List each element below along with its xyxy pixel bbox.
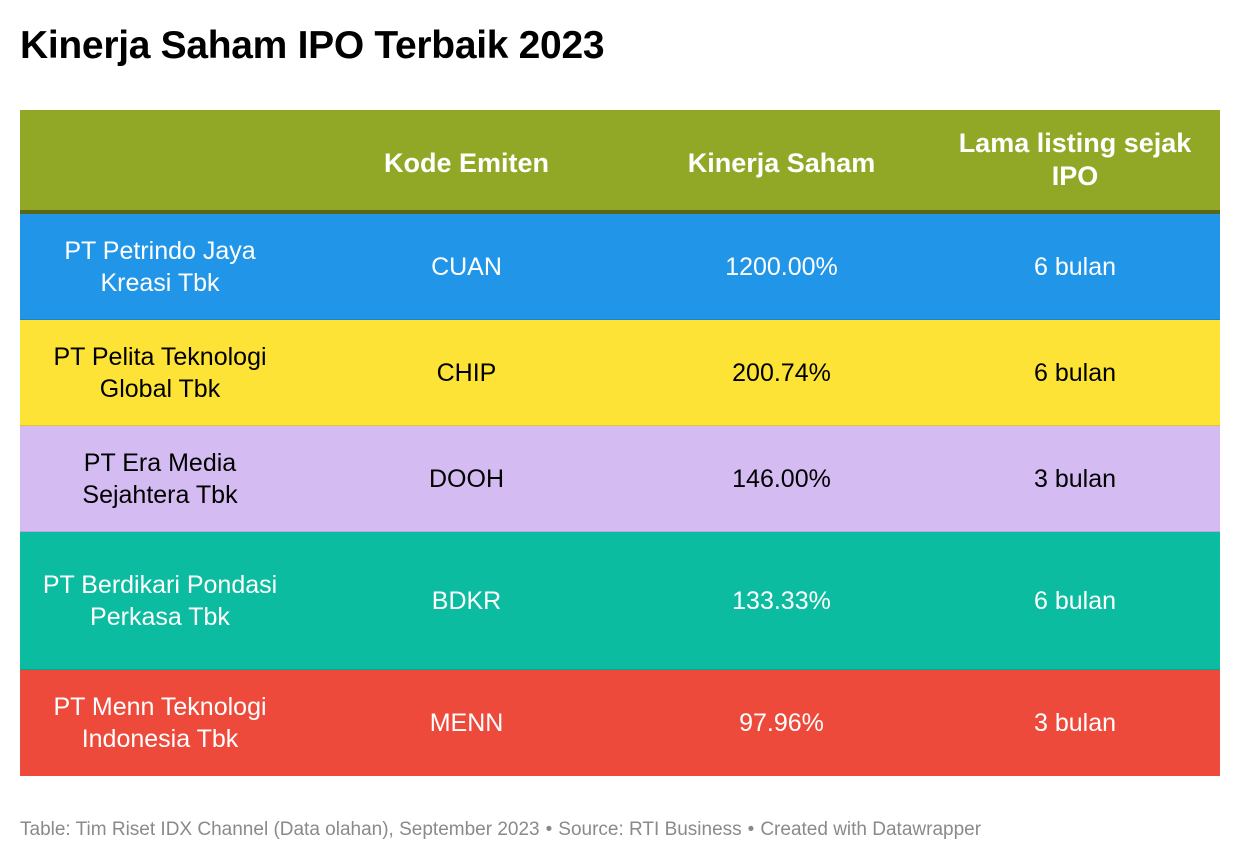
table-row: PT Berdikari Pondasi Perkasa Tbk BDKR 133.… [20, 532, 1220, 670]
ipo-performance-table: Kode Emiten Kinerja Saham Lama listing s… [20, 110, 1220, 778]
performance-cell: 146.00% [732, 464, 831, 493]
performance-cell: 97.96% [739, 709, 824, 737]
chart-title: Kinerja Saham IPO Terbaik 2023 [20, 24, 605, 67]
footer-created-with: Created with Datawrapper [760, 819, 982, 840]
footer-source: Source: RTI Business [558, 819, 742, 840]
column-header-listing-duration: Lama listing sejak IPO [958, 128, 1192, 191]
footer-separator: • [545, 819, 553, 840]
footer-table-note: Table: Tim Riset IDX Channel (Data olaha… [20, 819, 540, 840]
ticker-cell: CUAN [431, 252, 502, 281]
table-row: PT Pelita Teknologi Global Tbk CHIP 200.74… [20, 320, 1220, 426]
ticker-cell: CHIP [436, 358, 497, 387]
performance-cell: 200.74% [732, 358, 831, 387]
table-row: PT Petrindo Jaya Kreasi Tbk CUAN 1200.00% 6… [20, 214, 1220, 320]
listing-duration-cell: 3 bulan [1033, 709, 1117, 737]
ticker-cell: DOOH [429, 464, 504, 493]
listing-duration-cell: 6 bulan [1033, 358, 1117, 387]
column-header-performance: Kinerja Saham [687, 147, 876, 178]
column-header-company [20, 110, 300, 210]
performance-cell: 133.33% [732, 586, 831, 615]
table-body: PT Petrindo Jaya Kreasi Tbk CUAN 1200.00% 6… [20, 214, 1220, 778]
company-name-cell: PT Petrindo Jaya Kreasi Tbk [64, 236, 256, 297]
company-name-cell: PT Pelita Teknologi Global Tbk [53, 342, 267, 403]
company-name-cell: PT Menn Teknologi Indonesia Tbk [53, 693, 267, 753]
listing-duration-cell: 6 bulan [1033, 252, 1117, 281]
footer-note: Table: Tim Riset IDX Channel (Data olaha… [20, 818, 981, 842]
column-header-ticker: Kode Emiten [383, 147, 550, 178]
ticker-cell: BDKR [431, 586, 502, 615]
company-name-cell: PT Era Media Sejahtera Tbk [82, 448, 238, 509]
ticker-cell: MENN [429, 709, 504, 737]
performance-cell: 1200.00% [725, 252, 838, 281]
listing-duration-cell: 3 bulan [1033, 464, 1117, 493]
table-header-row: Kode Emiten Kinerja Saham Lama listing s… [20, 110, 1220, 214]
table-row: PT Menn Teknologi Indonesia Tbk MENN 97.96… [20, 670, 1220, 776]
listing-duration-cell: 6 bulan [1033, 586, 1117, 615]
company-name-cell: PT Berdikari Pondasi Perkasa Tbk [42, 570, 278, 631]
footer-separator: • [747, 819, 755, 840]
table-row: PT Era Media Sejahtera Tbk DOOH 146.00% 3 b… [20, 426, 1220, 532]
